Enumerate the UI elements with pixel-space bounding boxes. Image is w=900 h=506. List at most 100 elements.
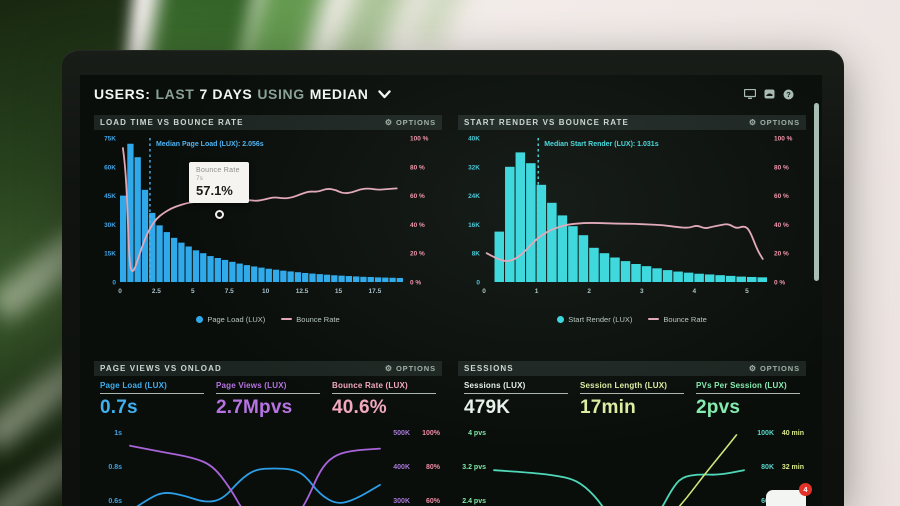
dashboard-screen: USERS: LAST 7 DAYS USING MEDIAN ? <box>80 75 822 506</box>
svg-text:80 %: 80 % <box>410 164 425 171</box>
svg-text:24K: 24K <box>468 193 480 200</box>
legend-page-load[interactable]: Page Load (LUX) <box>196 315 265 324</box>
page-views-onload-chart[interactable]: 1s 500K 100% 0.8s 400K 80% 0.6s 300K 60% <box>94 421 442 506</box>
svg-text:20 %: 20 % <box>774 251 789 258</box>
svg-text:4: 4 <box>693 288 697 295</box>
load-time-chart[interactable]: 75K 60K 45K 30K 15K 0 100 % 80 % 60 % 40 % 20 % 0 %… <box>94 130 442 312</box>
title-using: USING <box>257 86 305 102</box>
svg-text:8K: 8K <box>472 251 481 258</box>
svg-text:0: 0 <box>112 280 116 287</box>
svg-text:60 %: 60 % <box>774 193 789 200</box>
chevron-down-icon[interactable] <box>377 86 391 102</box>
svg-text:32 min: 32 min <box>782 464 804 471</box>
svg-text:4 pvs: 4 pvs <box>468 430 486 437</box>
svg-text:100K: 100K <box>757 430 774 437</box>
metric-label: Bounce Rate (LUX) <box>332 381 408 390</box>
metric-label: Sessions (LUX) <box>464 381 526 390</box>
panel-header: START RENDER VS BOUNCE RATE ⚙ OPTIONS <box>458 115 806 130</box>
svg-text:5: 5 <box>191 288 195 295</box>
panel-header: LOAD TIME VS BOUNCE RATE ⚙ OPTIONS <box>94 115 442 130</box>
svg-text:500K: 500K <box>393 430 410 437</box>
svg-text:0: 0 <box>476 280 480 287</box>
svg-text:400K: 400K <box>393 464 410 471</box>
legend-bounce-rate[interactable]: Bounce Rate <box>648 315 707 324</box>
svg-text:60 %: 60 % <box>410 193 425 200</box>
svg-text:16K: 16K <box>468 222 480 229</box>
title-users: USERS: <box>94 86 151 102</box>
image-icon[interactable] <box>764 89 775 99</box>
svg-text:40 %: 40 % <box>774 222 789 229</box>
page-title[interactable]: USERS: LAST 7 DAYS USING MEDIAN <box>94 86 391 102</box>
gear-icon: ⚙ <box>384 117 393 127</box>
svg-text:Median Start Render (LUX): 1.0: Median Start Render (LUX): 1.031s <box>544 141 658 148</box>
svg-text:100%: 100% <box>422 430 441 437</box>
metric-value: 479K <box>464 397 511 418</box>
svg-text:15K: 15K <box>104 251 116 258</box>
legend-bounce-rate[interactable]: Bounce Rate <box>281 315 340 324</box>
chat-widget[interactable]: 4 <box>766 483 812 506</box>
metric-page-views: Page Views (LUX) 2.7Mpvs <box>216 381 320 419</box>
metric-label: PVs Per Session (LUX) <box>696 381 787 390</box>
laptop: USERS: LAST 7 DAYS USING MEDIAN ? <box>62 50 844 506</box>
svg-text:80%: 80% <box>426 464 441 471</box>
svg-text:10: 10 <box>262 288 270 295</box>
metric-row: Page Load (LUX) 0.7s Page Views (LUX) 2.… <box>94 376 442 421</box>
legend-start-render[interactable]: Start Render (LUX) <box>557 315 632 324</box>
svg-text:75K: 75K <box>104 136 116 143</box>
svg-text:30K: 30K <box>104 222 116 229</box>
svg-text:100 %: 100 % <box>410 136 429 143</box>
gear-icon: ⚙ <box>748 363 757 373</box>
chart-tooltip: Bounce Rate 7s 57.1% <box>189 162 249 203</box>
start-render-chart[interactable]: 40K 32K 24K 16K 8K 0 100 % 80 % 60 % 40 % 20 % 0 % 0… <box>458 130 806 312</box>
metric-underline <box>100 393 204 394</box>
metric-bounce-rate: Bounce Rate (LUX) 40.6% <box>332 381 436 419</box>
title-last: LAST <box>155 86 195 102</box>
tooltip-subtitle: 7s <box>196 175 203 182</box>
metric-sessions: Sessions (LUX) 479K <box>464 381 568 419</box>
metric-label: Page Load (LUX) <box>100 381 168 390</box>
panel-page-views-vs-onload: PAGE VIEWS VS ONLOAD ⚙ OPTIONS Page Load… <box>94 361 442 506</box>
svg-text:2.4 pvs: 2.4 pvs <box>462 498 486 505</box>
svg-text:40 %: 40 % <box>410 222 425 229</box>
metric-session-length: Session Length (LUX) 17min <box>580 381 684 419</box>
panel-sessions: SESSIONS ⚙ OPTIONS Sessions (LUX) 479K <box>458 361 806 506</box>
help-icon[interactable]: ? <box>783 89 794 100</box>
svg-text:100 %: 100 % <box>774 136 793 143</box>
panel-header: PAGE VIEWS VS ONLOAD ⚙ OPTIONS <box>94 361 442 376</box>
panel-load-time-vs-bounce-rate: LOAD TIME VS BOUNCE RATE ⚙ OPTIONS 75K 60… <box>94 115 442 351</box>
svg-text:0.8s: 0.8s <box>108 464 122 471</box>
metric-value: 2pvs <box>696 397 741 418</box>
tooltip-value: 57.1% <box>196 183 233 198</box>
metric-value: 0.7s <box>100 397 138 418</box>
metric-label: Session Length (LUX) <box>580 381 668 390</box>
svg-text:12.5: 12.5 <box>296 288 309 295</box>
cursor-click-ring <box>215 210 224 219</box>
metric-label: Page Views (LUX) <box>216 381 287 390</box>
metric-value: 40.6% <box>332 397 387 418</box>
panel-title: START RENDER VS BOUNCE RATE <box>464 118 629 127</box>
display-icon[interactable] <box>744 89 756 99</box>
svg-text:7.5: 7.5 <box>225 288 234 295</box>
panel-title: LOAD TIME VS BOUNCE RATE <box>100 118 244 127</box>
metric-value: 2.7Mpvs <box>216 397 293 418</box>
svg-text:5: 5 <box>745 288 749 295</box>
metric-value: 17min <box>580 397 636 418</box>
svg-text:60K: 60K <box>104 164 116 171</box>
options-button[interactable]: ⚙ OPTIONS <box>748 363 800 373</box>
scrollbar[interactable] <box>814 103 819 281</box>
metric-page-load: Page Load (LUX) 0.7s <box>100 381 204 419</box>
options-button[interactable]: ⚙ OPTIONS <box>748 117 800 127</box>
metric-underline <box>696 393 800 394</box>
svg-text:2: 2 <box>587 288 591 295</box>
options-button[interactable]: ⚙ OPTIONS <box>384 117 436 127</box>
svg-text:0: 0 <box>482 288 486 295</box>
options-button[interactable]: ⚙ OPTIONS <box>384 363 436 373</box>
title-days: 7 DAYS <box>199 86 253 102</box>
svg-text:Median Page Load (LUX): 2.056s: Median Page Load (LUX): 2.056s <box>156 141 264 148</box>
metric-underline <box>464 393 568 394</box>
svg-text:32K: 32K <box>468 164 480 171</box>
svg-text:2.5: 2.5 <box>152 288 161 295</box>
metric-pvs-per-session: PVs Per Session (LUX) 2pvs <box>696 381 800 419</box>
svg-text:40K: 40K <box>468 136 480 143</box>
